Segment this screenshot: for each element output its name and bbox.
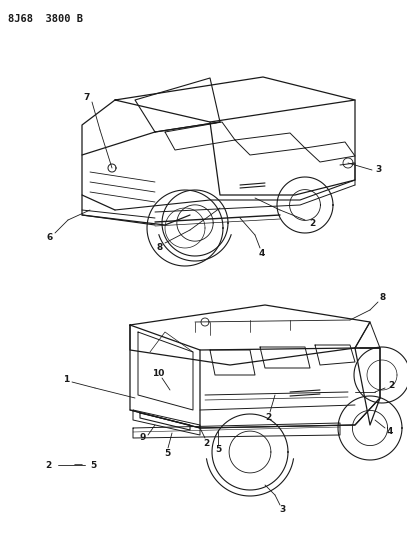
- Text: 8J68  3800 B: 8J68 3800 B: [8, 14, 83, 24]
- Text: 3: 3: [375, 166, 381, 174]
- Text: 6: 6: [47, 233, 53, 243]
- Text: 2: 2: [309, 219, 315, 228]
- Text: 10: 10: [152, 368, 164, 377]
- Text: 2: 2: [203, 439, 209, 448]
- Text: 2: 2: [388, 382, 394, 391]
- Text: 5: 5: [215, 446, 221, 455]
- Text: 8: 8: [157, 244, 163, 253]
- Text: —: —: [74, 461, 83, 470]
- Text: 5: 5: [90, 461, 96, 470]
- Text: 1: 1: [63, 376, 69, 384]
- Text: 7: 7: [84, 93, 90, 101]
- Text: 4: 4: [259, 248, 265, 257]
- Text: 3: 3: [280, 505, 286, 513]
- Text: 5: 5: [164, 448, 170, 457]
- Text: 8: 8: [380, 294, 386, 303]
- Text: 4: 4: [387, 427, 393, 437]
- Text: 9: 9: [140, 433, 146, 442]
- Text: 2: 2: [45, 461, 51, 470]
- Text: 2: 2: [265, 413, 271, 422]
